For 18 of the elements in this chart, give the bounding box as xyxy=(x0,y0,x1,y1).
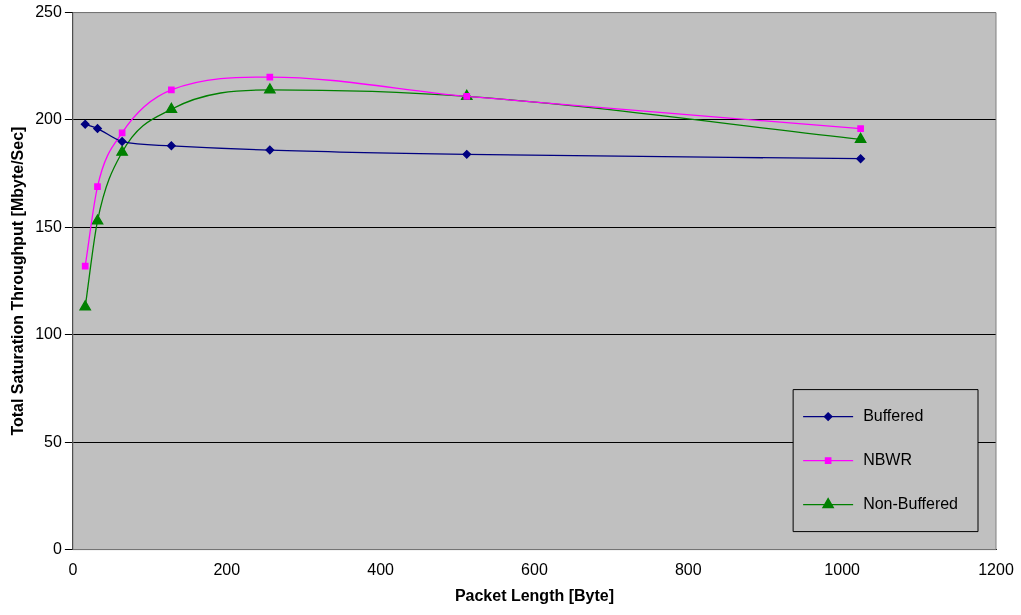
legend-label: Non-Buffered xyxy=(863,495,958,513)
x-axis-title: Packet Length [Byte] xyxy=(454,586,615,604)
y-tick-label: 0 xyxy=(52,540,62,558)
y-tick-label: 150 xyxy=(35,217,62,235)
x-tick-label: 600 xyxy=(521,560,548,578)
x-tick-label: 400 xyxy=(367,560,395,578)
y-axis-title: Total Saturation Throughput [Mbyte/Sec] xyxy=(9,126,27,436)
legend-label: Buffered xyxy=(863,407,924,425)
y-tick-label: 50 xyxy=(44,432,62,450)
x-tick-label: 800 xyxy=(674,560,702,578)
x-tick-label: 1200 xyxy=(978,560,1014,578)
x-tick-label: 200 xyxy=(213,560,241,578)
x-tick-label: 0 xyxy=(68,560,78,578)
x-tick-label: 1000 xyxy=(824,560,861,578)
y-tick-label: 200 xyxy=(35,110,62,128)
legend-label: NBWR xyxy=(863,451,913,469)
y-tick-label: 250 xyxy=(35,3,62,21)
y-tick-label: 100 xyxy=(35,325,62,343)
